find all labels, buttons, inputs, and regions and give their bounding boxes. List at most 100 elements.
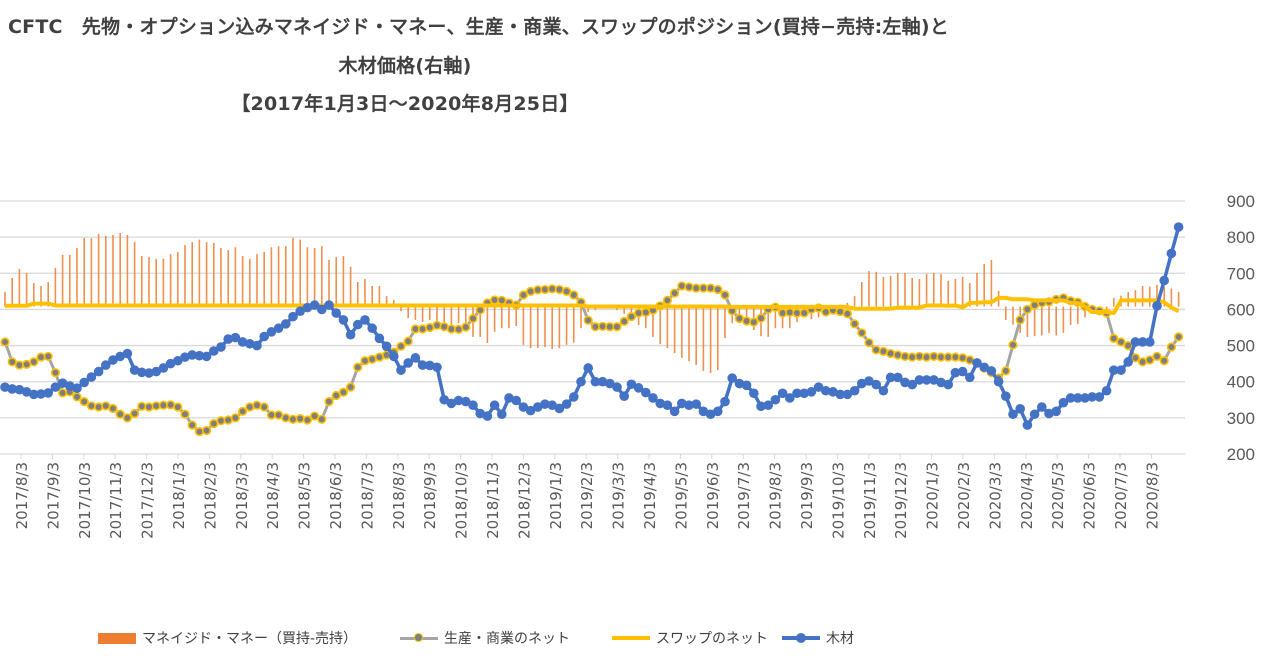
managed-money-bar bbox=[724, 306, 726, 338]
managed-money-bar bbox=[1041, 306, 1043, 336]
lumber-point bbox=[525, 405, 536, 416]
managed-money-bar bbox=[18, 268, 21, 307]
lumber-point bbox=[79, 377, 89, 388]
managed-money-bar bbox=[983, 263, 985, 307]
lumber-point bbox=[417, 360, 428, 370]
producer-net-point bbox=[554, 284, 565, 295]
chart-title-line-1: CFTC 先物・オプション込みマネイジド・マネー、生産・商業、スワップのポジショ… bbox=[8, 16, 949, 38]
producer-net-point bbox=[259, 402, 269, 412]
producer-net-point bbox=[281, 413, 291, 423]
managed-money-bar bbox=[1005, 306, 1007, 320]
managed-money-bar bbox=[443, 306, 445, 323]
managed-money-bar bbox=[414, 306, 417, 320]
managed-money-bar bbox=[479, 306, 481, 337]
producer-net-point bbox=[1109, 333, 1119, 343]
lumber-point bbox=[936, 377, 946, 388]
lumber-point bbox=[878, 385, 889, 396]
lumber-point bbox=[36, 389, 46, 399]
lumber-point bbox=[921, 375, 932, 385]
lumber-point bbox=[813, 382, 824, 392]
producer-net-point bbox=[396, 341, 406, 351]
managed-money-bar bbox=[256, 254, 258, 307]
lumber-point bbox=[1116, 365, 1126, 375]
lumber-point bbox=[1008, 409, 1018, 420]
managed-money-bar bbox=[774, 306, 777, 329]
lumber-point bbox=[1044, 408, 1054, 419]
lumber-point bbox=[597, 376, 608, 387]
producer-net-point bbox=[1130, 353, 1140, 363]
managed-money-bar bbox=[299, 239, 301, 307]
producer-net-point bbox=[108, 403, 118, 414]
lumber-point bbox=[1173, 222, 1184, 232]
lumber-point bbox=[965, 372, 975, 383]
managed-money-bar bbox=[76, 247, 78, 307]
managed-money-bar bbox=[40, 285, 42, 307]
x-tick-label: 2018/5/3 bbox=[296, 462, 314, 529]
lumber-point bbox=[1130, 337, 1141, 347]
producer-net-point bbox=[418, 324, 428, 334]
managed-money-bar bbox=[587, 306, 589, 312]
managed-money-bar bbox=[436, 306, 438, 323]
managed-money-bar bbox=[241, 255, 244, 307]
lumber-point bbox=[281, 319, 291, 329]
gridlines bbox=[0, 200, 1185, 455]
managed-money-bar bbox=[1026, 306, 1029, 337]
lumber-point bbox=[583, 363, 593, 373]
producer-net-point bbox=[29, 357, 39, 367]
lumber-point bbox=[828, 387, 838, 397]
lumber-point bbox=[698, 406, 709, 417]
lumber-point bbox=[799, 388, 809, 399]
managed-money-bar bbox=[421, 306, 424, 323]
managed-money-bar bbox=[184, 245, 186, 307]
managed-money-bar bbox=[371, 285, 373, 307]
x-tick-label: 2019/12/3 bbox=[892, 462, 910, 539]
managed-money-bar bbox=[493, 306, 496, 332]
lumber-point bbox=[345, 329, 356, 340]
managed-money-bar bbox=[767, 306, 769, 337]
lumber-point bbox=[252, 340, 262, 351]
legend-item-lumber: 木材 bbox=[782, 628, 854, 648]
producer-net-point bbox=[194, 426, 204, 437]
producer-net-point bbox=[324, 396, 334, 407]
lumber-point bbox=[86, 372, 97, 382]
lumber-point bbox=[713, 406, 723, 417]
managed-money-bar bbox=[112, 234, 114, 307]
producer-net-point bbox=[245, 402, 255, 412]
lumber-point bbox=[763, 400, 773, 411]
lumber-point bbox=[1145, 337, 1155, 347]
producer-net-point bbox=[569, 290, 579, 300]
managed-money-bar bbox=[673, 306, 676, 354]
legend-swatch-bar bbox=[98, 632, 136, 644]
managed-money-bar bbox=[681, 306, 683, 358]
x-axis-ticks bbox=[20, 454, 1152, 459]
producer-net-point bbox=[713, 284, 723, 295]
producer-net-point bbox=[317, 414, 327, 424]
lumber-point bbox=[1015, 404, 1025, 414]
lumber-point bbox=[230, 332, 241, 343]
lumber-point bbox=[669, 406, 680, 417]
producer-net-point bbox=[799, 308, 809, 318]
lumber-point bbox=[677, 398, 687, 409]
right-axis-tick-label: 800 bbox=[1227, 228, 1255, 247]
managed-money-bar bbox=[4, 292, 6, 307]
lumber-point bbox=[43, 388, 53, 398]
producer-net-point bbox=[1159, 356, 1169, 366]
x-tick-label: 2020/1/3 bbox=[924, 462, 942, 529]
lumber-point bbox=[158, 363, 169, 373]
managed-money-bar bbox=[1141, 285, 1144, 307]
managed-money-bar bbox=[1033, 306, 1036, 337]
x-tick-label: 2020/2/3 bbox=[955, 462, 973, 529]
managed-money-bar bbox=[349, 266, 352, 307]
producer-net-point bbox=[230, 413, 240, 423]
lumber-point bbox=[353, 319, 363, 330]
lumber-point bbox=[641, 387, 651, 398]
lumber-point bbox=[993, 376, 1004, 387]
chart-title-line-2: 木材価格(右軸) bbox=[338, 55, 472, 77]
lumber-point bbox=[842, 389, 853, 400]
managed-money-bar bbox=[645, 306, 647, 329]
right-axis-tick-label: 300 bbox=[1227, 409, 1255, 428]
lumber-point bbox=[792, 388, 802, 399]
legend-swatch-gray-line-marker bbox=[400, 632, 438, 644]
managed-money-bar bbox=[119, 233, 121, 307]
producer-net-point bbox=[583, 315, 593, 325]
